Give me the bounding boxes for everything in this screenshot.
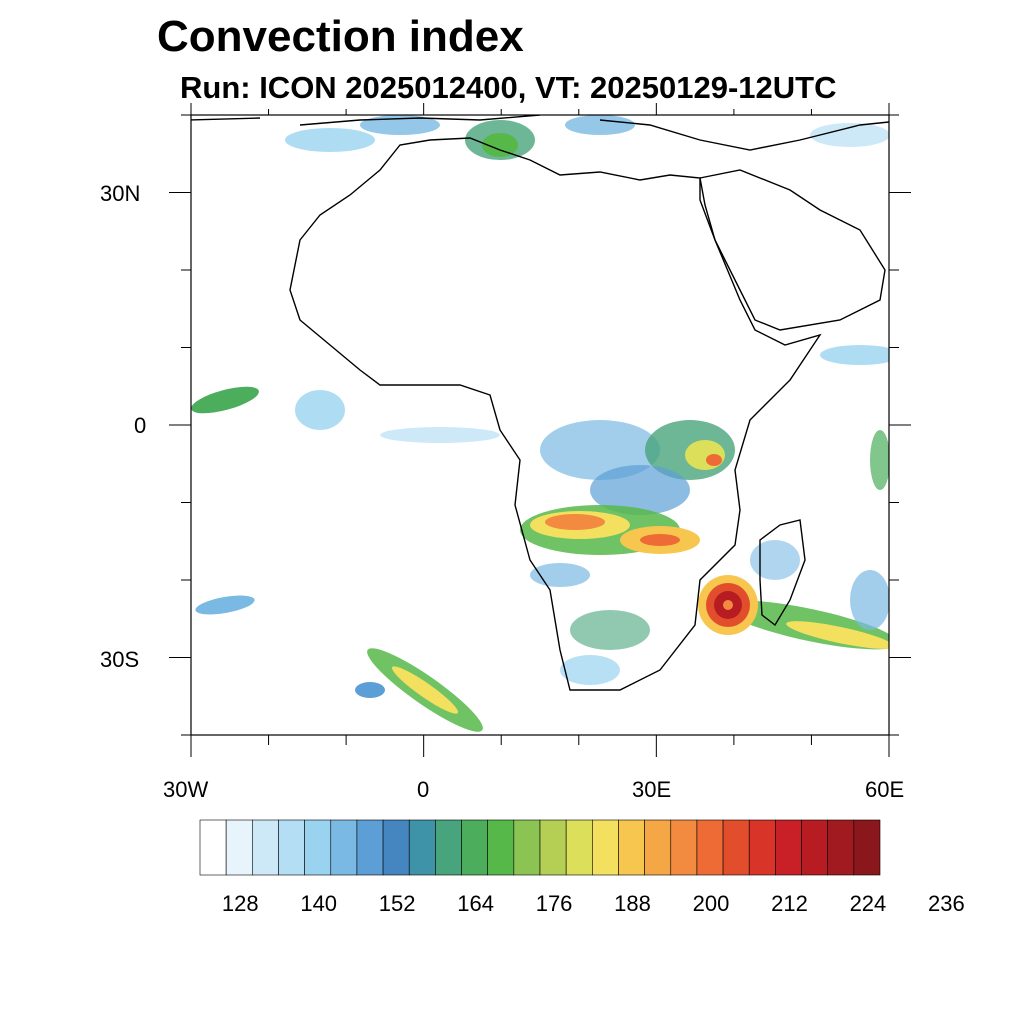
- colorbar-label-212: 212: [771, 891, 808, 916]
- colorbar-box: [853, 819, 881, 876]
- colorbar-label-164: 164: [457, 891, 494, 916]
- colorbar-box: [330, 819, 358, 876]
- colorbar-box: [827, 819, 855, 876]
- lon-label-30e: 30E: [632, 777, 671, 802]
- axis-ticks: [169, 103, 911, 757]
- colorbar-label-200: 200: [693, 891, 730, 916]
- convection-field: [191, 115, 889, 732]
- colorbar-box: [775, 819, 802, 876]
- colorbar-box: [618, 819, 645, 876]
- lon-label-0: 0: [417, 777, 429, 802]
- lat-label-0: 0: [134, 413, 146, 438]
- colorbar-box: [382, 819, 410, 876]
- europe-coastline: [191, 115, 889, 151]
- colorbar-box: [225, 819, 253, 876]
- colorbar-box: [408, 819, 436, 876]
- map-background: [191, 115, 889, 735]
- colorbar-box: [513, 819, 541, 876]
- chart-title: Convection index: [157, 12, 524, 61]
- colorbar-box: [592, 819, 619, 876]
- colorbar-box: [487, 819, 515, 876]
- lon-label-30w: 30W: [163, 777, 208, 802]
- lon-label-60e: 60E: [865, 777, 904, 802]
- colorbar-box: [539, 819, 567, 876]
- colorbar: [199, 819, 881, 876]
- colorbar-labels: 128 140 152 164 176 188 200 212 224 236: [222, 891, 965, 916]
- colorbar-box: [252, 819, 279, 876]
- chart-subtitle: Run: ICON 2025012400, VT: 20250129-12UTC: [180, 70, 837, 105]
- arabia-coastline: [699, 169, 886, 331]
- colorbar-label-152: 152: [379, 891, 416, 916]
- africa-coastline: [289, 137, 822, 691]
- colorbar-box: [461, 819, 488, 876]
- colorbar-box: [696, 819, 724, 876]
- colorbar-box: [278, 819, 305, 876]
- colorbar-label-224: 224: [850, 891, 887, 916]
- colorbar-box: [199, 819, 227, 876]
- colorbar-label-236: 236: [928, 891, 965, 916]
- madagascar-coastline: [759, 519, 806, 627]
- colorbar-box: [748, 819, 776, 876]
- colorbar-box: [801, 819, 828, 876]
- colorbar-box: [304, 819, 332, 876]
- colorbar-label-128: 128: [222, 891, 259, 916]
- colorbar-label-140: 140: [300, 891, 337, 916]
- colorbar-box: [565, 819, 593, 876]
- colorbar-box: [670, 819, 698, 876]
- colorbar-box: [722, 819, 750, 876]
- lat-label-30s: 30S: [100, 647, 139, 672]
- colorbar-box: [356, 819, 384, 876]
- colorbar-label-188: 188: [614, 891, 651, 916]
- colorbar-label-176: 176: [536, 891, 573, 916]
- colorbar-box: [644, 819, 672, 876]
- colorbar-box: [435, 819, 462, 876]
- coastlines: [191, 115, 889, 691]
- lat-label-30n: 30N: [100, 181, 140, 206]
